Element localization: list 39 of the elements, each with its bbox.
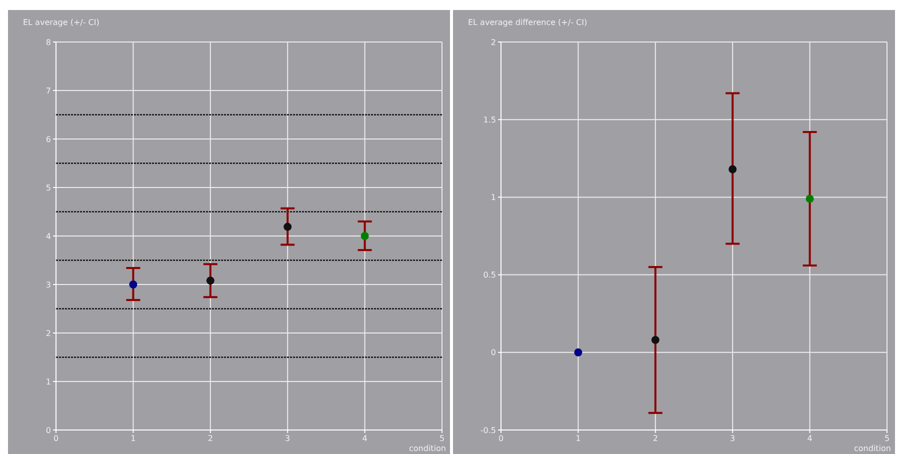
y-tick-label: 1 [46,377,51,386]
y-tick-label: 0.5 [483,270,496,280]
y-tick-label: 1 [490,193,496,202]
point [284,222,292,231]
x-tick-label: 3 [285,434,290,443]
x-tick-label: 0 [53,434,59,443]
y-tick-label: 2 [46,328,51,338]
chart-title: EL average (+/- CI) [23,18,100,27]
y-tick-label: 5 [46,183,51,192]
x-tick-label: 0 [498,434,504,443]
y-tick-label: 0 [46,426,51,435]
y-tick-label: 2 [490,38,496,47]
x-axis-title: condition [409,444,446,453]
x-tick-label: 1 [576,434,581,443]
point [651,336,660,344]
point [806,194,814,203]
point [574,348,582,356]
point [129,280,138,288]
y-tick-label: 6 [46,134,51,144]
y-tick-label: 0 [490,348,496,358]
x-tick-label: 3 [730,434,736,443]
x-tick-label: 2 [208,434,213,443]
point [728,165,737,174]
y-tick-label: -0.5 [480,426,496,435]
y-tick-label: 4 [46,232,51,241]
y-tick-label: 7 [46,86,51,96]
x-tick-label: 1 [130,434,136,443]
x-axis-title: condition [854,444,891,453]
x-tick-label: 5 [884,434,890,443]
chart-title: EL average difference (+/- CI) [468,18,588,27]
y-tick-label: 8 [46,38,51,47]
x-tick-label: 5 [439,434,445,443]
point [360,232,369,240]
y-tick-label: 3 [46,280,51,290]
x-tick-label: 4 [362,434,368,443]
point [206,276,214,285]
x-tick-label: 4 [807,434,812,443]
x-tick-label: 2 [652,434,658,443]
y-tick-label: 1.5 [483,115,496,124]
